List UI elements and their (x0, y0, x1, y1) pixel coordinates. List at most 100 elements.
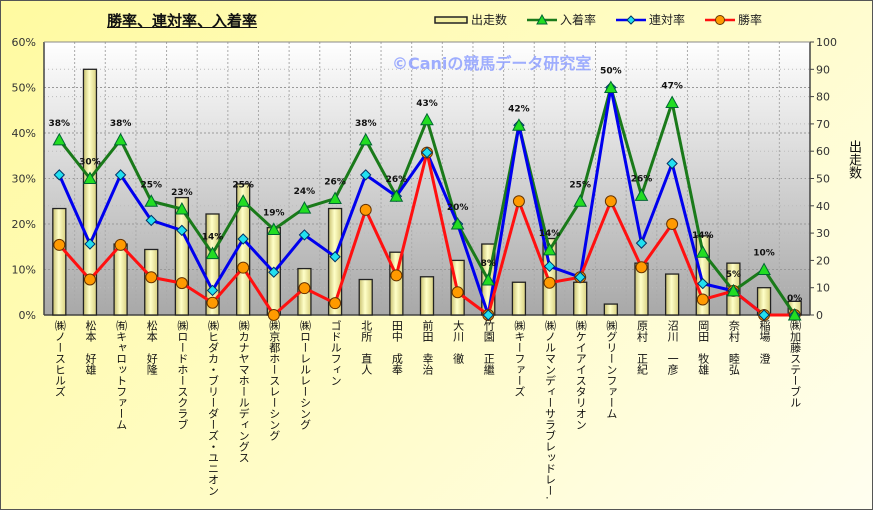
bar-出走数 (573, 281, 588, 316)
marker-入着率 (205, 246, 220, 260)
legend-item-bar: 出走数 (434, 11, 507, 28)
y-right-tick-label: 100 (816, 36, 837, 49)
marker-入着率 (665, 95, 679, 109)
bar-出走数 (82, 68, 98, 316)
x-tick-label: 奈村 睦弘 (727, 320, 741, 375)
x-tick-label: 前田 幸治 (421, 320, 434, 375)
marker-勝率 (298, 282, 311, 295)
legend-label: 入着率 (560, 13, 597, 27)
marker-入着率 (573, 194, 588, 207)
x-tick-label: ㈱京都ホースレーシング (267, 320, 281, 441)
y-right-tick-label: 0 (816, 309, 823, 322)
x-tick-label: 岡田 牧雄 (696, 320, 710, 375)
y-left-tick-label: 40% (12, 127, 36, 140)
data-label: 26% (631, 174, 653, 184)
y-right-tick-label: 10 (816, 282, 830, 295)
legend: 出走数 入着率 連対率 勝率 (434, 11, 782, 28)
x-tick-label: 稲場 澄 (758, 320, 772, 364)
legend-circle-icon (705, 14, 736, 25)
marker-入着率 (512, 118, 526, 131)
marker-勝率 (267, 309, 280, 321)
marker-勝率 (114, 238, 127, 251)
bar-出走数 (358, 278, 373, 316)
x-tick-label: ㈱グリーンファーム (604, 320, 618, 419)
marker-入着率 (113, 132, 128, 146)
marker-入着率 (144, 194, 159, 207)
marker-入着率 (236, 194, 251, 207)
x-tick-label: 原村 正紀 (635, 320, 649, 375)
marker-入着率 (175, 201, 189, 215)
y-right-tick-label: 60 (816, 145, 830, 158)
marker-入着率 (634, 188, 649, 201)
marker-連対率 (666, 157, 678, 170)
marker-入着率 (603, 80, 618, 93)
marker-連対率 (543, 260, 556, 273)
marker-入着率 (542, 242, 557, 256)
x-tick-label: ㈱ローレルレーシング (298, 320, 312, 430)
bar-出走数 (52, 207, 67, 316)
y-right-tick-label: 50 (816, 173, 830, 186)
y-right-tick-label: 70 (816, 118, 830, 131)
marker-入着率 (757, 262, 771, 275)
marker-勝率 (53, 238, 66, 251)
data-label: 43% (416, 99, 438, 109)
marker-入着率 (420, 112, 434, 126)
x-tick-label: 竹園 正繼 (482, 320, 496, 375)
marker-連対率 (176, 224, 188, 237)
marker-入着率 (297, 201, 312, 214)
marker-勝率 (83, 273, 96, 286)
marker-入着率 (787, 307, 802, 321)
data-label: 25% (140, 180, 162, 190)
y-right-tick-label: 90 (816, 63, 830, 76)
marker-入着率 (83, 171, 97, 184)
y-axis-right-title: 出走数 (846, 140, 861, 179)
y-left-tick-label: 0% (19, 309, 36, 322)
marker-連対率 (206, 284, 219, 297)
y-right-tick-label: 80 (816, 91, 830, 104)
data-label: 14% (539, 229, 561, 239)
data-label: 14% (692, 231, 714, 241)
y-right-tick-label: 40 (816, 200, 830, 213)
marker-連対率 (298, 229, 311, 241)
watermark: ©Caniの競馬データ研究室 (392, 54, 592, 73)
marker-連対率 (360, 169, 372, 181)
marker-勝率 (175, 277, 188, 290)
marker-入着率 (328, 191, 342, 205)
marker-勝率 (206, 296, 219, 309)
data-label: 38% (49, 119, 71, 129)
legend-item-place-rate: 入着率 (527, 11, 596, 28)
marker-勝率 (604, 195, 617, 208)
marker-連対率 (421, 146, 433, 159)
x-tick-label: ㈱キーファーズ (512, 320, 526, 397)
data-label: 38% (110, 119, 132, 129)
marker-勝率 (359, 203, 372, 216)
marker-入着率 (450, 216, 465, 230)
marker-入着率 (358, 132, 373, 146)
marker-入着率 (52, 132, 67, 146)
marker-入着率 (266, 222, 281, 235)
y-left-tick-label: 10% (12, 264, 36, 277)
marker-入着率 (481, 272, 496, 286)
x-tick-label: ㈱ロードホースクラブ (175, 320, 189, 430)
x-tick-label: 松本 好隆 (145, 320, 159, 375)
chart-title: 勝率、連対率、入着率 (107, 12, 258, 30)
data-label: 0% (787, 294, 802, 304)
x-tick-label: ㈱ノルマンディーサラブレッドレー… (543, 320, 557, 500)
data-label: 5% (726, 270, 741, 280)
marker-勝率 (329, 297, 342, 310)
x-tick-label: 田中 成奉 (390, 320, 404, 375)
marker-連対率 (237, 233, 249, 245)
legend-label: 出走数 (471, 13, 508, 27)
x-tick-label: ㈱ヒダカ・ブリーダーズ・ユニオン (206, 320, 220, 496)
data-label: 19% (263, 208, 285, 218)
data-label: 14% (202, 233, 224, 243)
data-label: 10% (753, 249, 775, 259)
data-label: 42% (508, 104, 530, 114)
bar-出走数 (419, 276, 435, 316)
data-label: 30% (79, 158, 101, 168)
marker-勝率 (390, 269, 403, 282)
legend-label: 勝率 (738, 13, 763, 27)
y-left-tick-label: 30% (12, 173, 36, 186)
marker-連対率 (574, 271, 586, 283)
marker-勝率 (696, 293, 709, 306)
